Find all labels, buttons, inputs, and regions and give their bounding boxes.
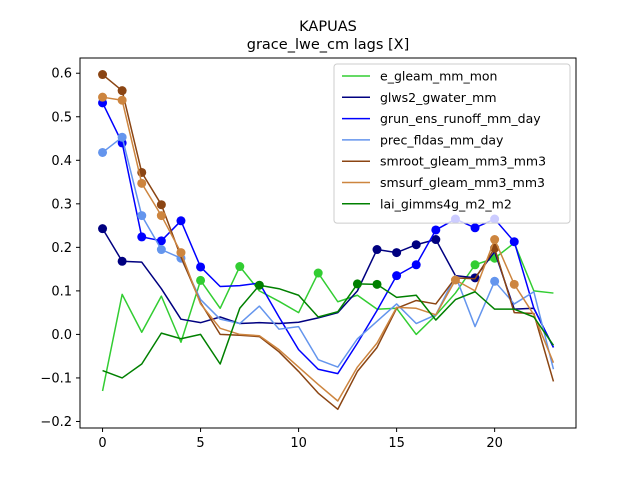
series-line-smsurf_gleam_mm3_mm3	[102, 96, 555, 402]
series-line-smroot_gleam_mm3_mm3	[102, 73, 555, 411]
y-tick-label: 0.1	[51, 284, 72, 299]
legend-box	[333, 63, 571, 224]
data-point-e_gleam_mm_mon	[196, 275, 206, 285]
data-point-prec_fldas_mm_day	[156, 245, 166, 255]
data-point-lai_gimms4g_m2_m2	[352, 279, 362, 289]
series-line-lai_gimms4g_m2_m2	[102, 283, 555, 379]
x-tick-label: 15	[388, 436, 405, 451]
data-point-smsurf_gleam_mm3_mm3	[98, 92, 108, 102]
data-point-grun_ens_runoff_mm_day	[411, 260, 421, 270]
data-point-grun_ens_runoff_mm_day	[431, 225, 441, 235]
data-point-glws2_gwater_mm	[392, 248, 402, 258]
data-point-prec_fldas_mm_day	[98, 147, 108, 157]
data-point-e_gleam_mm_mon	[235, 262, 245, 272]
data-point-glws2_gwater_mm	[117, 256, 127, 266]
y-tick-label: 0.2	[51, 241, 72, 256]
legend-label: grun_ens_runoff_mm_day	[380, 111, 541, 126]
data-point-prec_fldas_mm_day	[490, 276, 500, 286]
data-point-glws2_gwater_mm	[98, 224, 108, 234]
data-point-glws2_gwater_mm	[431, 235, 441, 245]
x-tick-label: 0	[98, 436, 106, 451]
data-point-grun_ens_runoff_mm_day	[137, 232, 147, 242]
data-point-prec_fldas_mm_day	[137, 211, 147, 221]
x-axis: 0 5 10 15 20	[98, 428, 503, 451]
y-tick-label: −0.1	[40, 371, 72, 386]
y-tick-label: 0.3	[51, 197, 72, 212]
x-tick-label: 10	[290, 436, 307, 451]
data-point-grun_ens_runoff_mm_day	[156, 236, 166, 246]
data-point-e_gleam_mm_mon	[470, 260, 480, 270]
axes-frame	[79, 57, 577, 429]
y-tick-label: 0.5	[51, 110, 72, 125]
data-point-smsurf_gleam_mm3_mm3	[176, 248, 186, 258]
data-point-smsurf_gleam_mm3_mm3	[490, 235, 500, 245]
data-point-glws2_gwater_mm	[372, 245, 382, 255]
data-point-smsurf_gleam_mm3_mm3	[450, 275, 460, 285]
legend-label: prec_fldas_mm_day	[380, 132, 504, 147]
data-point-lai_gimms4g_m2_m2	[372, 279, 382, 289]
data-point-grun_ens_runoff_mm_day	[196, 262, 206, 272]
y-tick-label: −0.2	[40, 415, 72, 430]
chart-title: KAPUAS	[299, 19, 357, 35]
chart-subtitle: grace_lwe_cm lags [X]	[247, 37, 410, 53]
data-point-grun_ens_runoff_mm_day	[509, 237, 519, 247]
x-tick-label: 20	[486, 436, 503, 451]
data-point-smsurf_gleam_mm3_mm3	[117, 95, 127, 105]
data-point-prec_fldas_mm_day	[117, 132, 127, 142]
x-tick-label: 5	[196, 436, 204, 451]
data-point-smroot_gleam_mm3_mm3	[117, 86, 127, 96]
legend: e_gleam_mm_mon glws2_gwater_mm grun_ens_ru…	[333, 63, 571, 224]
legend-label: glws2_gwater_mm	[380, 90, 497, 105]
series-line-e_gleam_mm_mon	[101, 242, 554, 392]
data-point-grun_ens_runoff_mm_day	[392, 271, 402, 281]
data-point-grun_ens_runoff_mm_day	[176, 216, 186, 226]
legend-label: e_gleam_mm_mon	[380, 69, 497, 84]
data-point-e_gleam_mm_mon	[313, 268, 323, 278]
legend-label: lai_gimms4g_m2_m2	[380, 196, 512, 211]
y-tick-label: 0.0	[51, 328, 72, 343]
data-point-smsurf_gleam_mm3_mm3	[137, 178, 147, 188]
y-tick-label: 0.4	[51, 154, 72, 169]
y-tick-label: 0.6	[51, 67, 72, 82]
data-point-lai_gimms4g_m2_m2	[254, 280, 264, 290]
data-point-smroot_gleam_mm3_mm3	[98, 70, 108, 80]
data-point-smsurf_gleam_mm3_mm3	[509, 279, 519, 289]
legend-label: smsurf_gleam_mm3_mm3	[380, 175, 545, 190]
legend-label: smroot_gleam_mm3_mm3	[380, 154, 546, 169]
data-point-smroot_gleam_mm3_mm3	[156, 200, 166, 210]
data-point-grun_ens_runoff_mm_day	[470, 223, 480, 233]
data-point-smsurf_gleam_mm3_mm3	[156, 211, 166, 221]
data-point-glws2_gwater_mm	[411, 240, 421, 250]
y-axis: −0.2 −0.1 0.0 0.1 0.2 0.3 0.4 0.5 0.6	[40, 67, 80, 430]
